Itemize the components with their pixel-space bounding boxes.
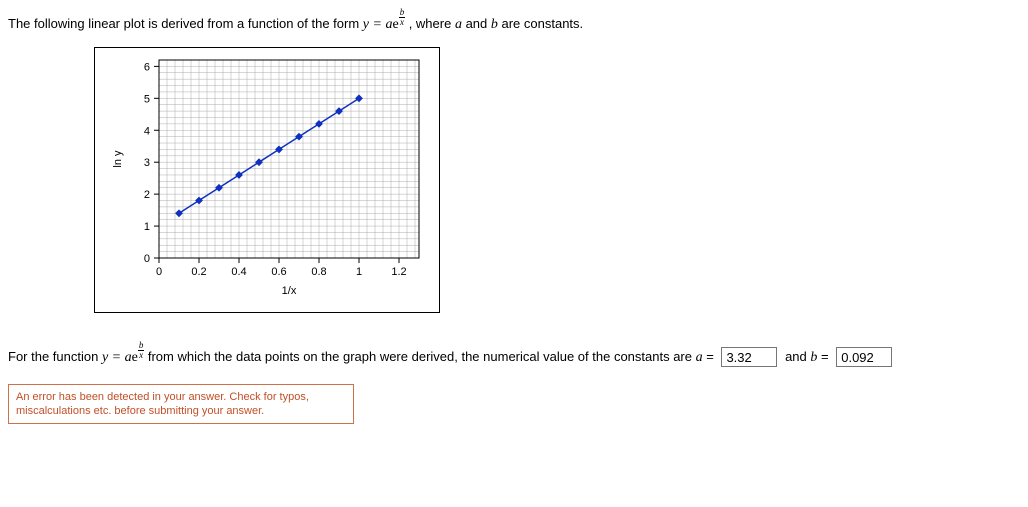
error-message-text: An error has been detected in your answe… [16,391,309,417]
svg-text:6: 6 [144,61,150,73]
svg-text:0: 0 [156,266,162,278]
svg-text:1.2: 1.2 [391,266,406,278]
question-line: For the function y = aebx from which the… [8,341,1020,372]
svg-text:2: 2 [144,189,150,201]
intro-text: The following linear plot is derived fro… [8,16,363,31]
chart-svg: 0 0.2 0.4 0.6 0.8 1 1.2 0 1 2 3 4 5 6 1/x ln y [95,48,439,312]
problem-container: The following linear plot is derived fro… [8,8,1020,424]
formula-repeat: y = aebx [102,350,148,365]
svg-text:3: 3 [144,157,150,169]
svg-text:0.2: 0.2 [191,266,206,278]
const-b: b [491,17,498,32]
error-message-box: An error has been detected in your answe… [8,384,354,425]
const-a: a [455,17,462,32]
formula: y = aebx [363,17,409,32]
intro-after: , where [409,16,455,31]
answer-a-input[interactable] [721,347,777,367]
svg-text:0.4: 0.4 [231,266,246,278]
svg-text:0.6: 0.6 [271,266,286,278]
svg-text:5: 5 [144,93,150,105]
svg-text:ln y: ln y [112,150,124,168]
svg-text:0.8: 0.8 [311,266,326,278]
answer-b-input[interactable] [836,347,892,367]
svg-text:1: 1 [144,221,150,233]
svg-text:4: 4 [144,125,150,137]
svg-text:1: 1 [356,266,362,278]
svg-text:1/x: 1/x [282,285,297,297]
chart-panel: 0 0.2 0.4 0.6 0.8 1 1.2 0 1 2 3 4 5 6 1/x ln y [94,47,440,313]
svg-text:0: 0 [144,253,150,265]
problem-statement: The following linear plot is derived fro… [8,8,1020,35]
